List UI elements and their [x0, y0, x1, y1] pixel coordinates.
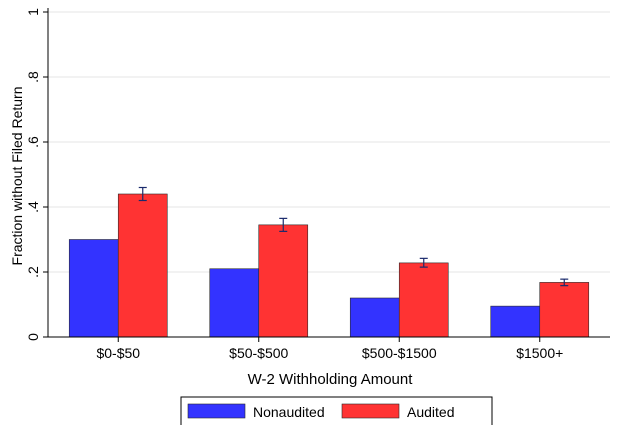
x-tick-label: $500-$1500: [362, 345, 437, 361]
x-tick-label: $0-$50: [96, 345, 140, 361]
x-axis-ticks: $0-$50 $50-$500 $500-$1500 $1500+: [96, 337, 563, 361]
axes: [47, 8, 610, 338]
y-axis-ticks: 0 .2 .4 .6 .8 1: [25, 8, 48, 341]
y-tick-label: .2: [25, 266, 41, 278]
error-bar-0: [138, 186, 147, 202]
legend-swatch-nonaudited: [187, 403, 246, 419]
y-axis-title: Fraction without Filed Return: [9, 87, 25, 266]
legend: Nonaudited Audited: [180, 396, 493, 425]
bar-audited-2: [398, 262, 449, 338]
x-axis-title: W-2 Withholding Amount: [248, 371, 414, 388]
bar-audited-0: [117, 193, 168, 338]
legend-label-audited: Audited: [407, 404, 454, 420]
legend-swatch-audited: [341, 403, 400, 419]
bar-nonaudited-3: [490, 305, 541, 338]
bar-audited-1: [258, 224, 309, 338]
bar-nonaudited-1: [209, 268, 260, 338]
bars: [68, 193, 590, 338]
bar-nonaudited-0: [68, 239, 119, 338]
error-bars: [138, 186, 569, 287]
y-tick-label: .6: [25, 136, 41, 148]
legend-label-nonaudited: Nonaudited: [253, 404, 325, 420]
y-tick-label: .4: [25, 201, 41, 213]
y-tick-label: .8: [25, 71, 41, 83]
bar-audited-3: [539, 282, 590, 338]
error-bar-3: [560, 278, 569, 287]
x-tick-label: $50-$500: [229, 345, 288, 361]
error-bar-2: [419, 257, 428, 268]
y-tick-label: 1: [25, 8, 41, 16]
error-bar-1: [279, 217, 288, 232]
x-tick-label: $1500+: [516, 345, 563, 361]
y-tick-label: 0: [25, 333, 41, 341]
bar-nonaudited-2: [349, 297, 400, 338]
